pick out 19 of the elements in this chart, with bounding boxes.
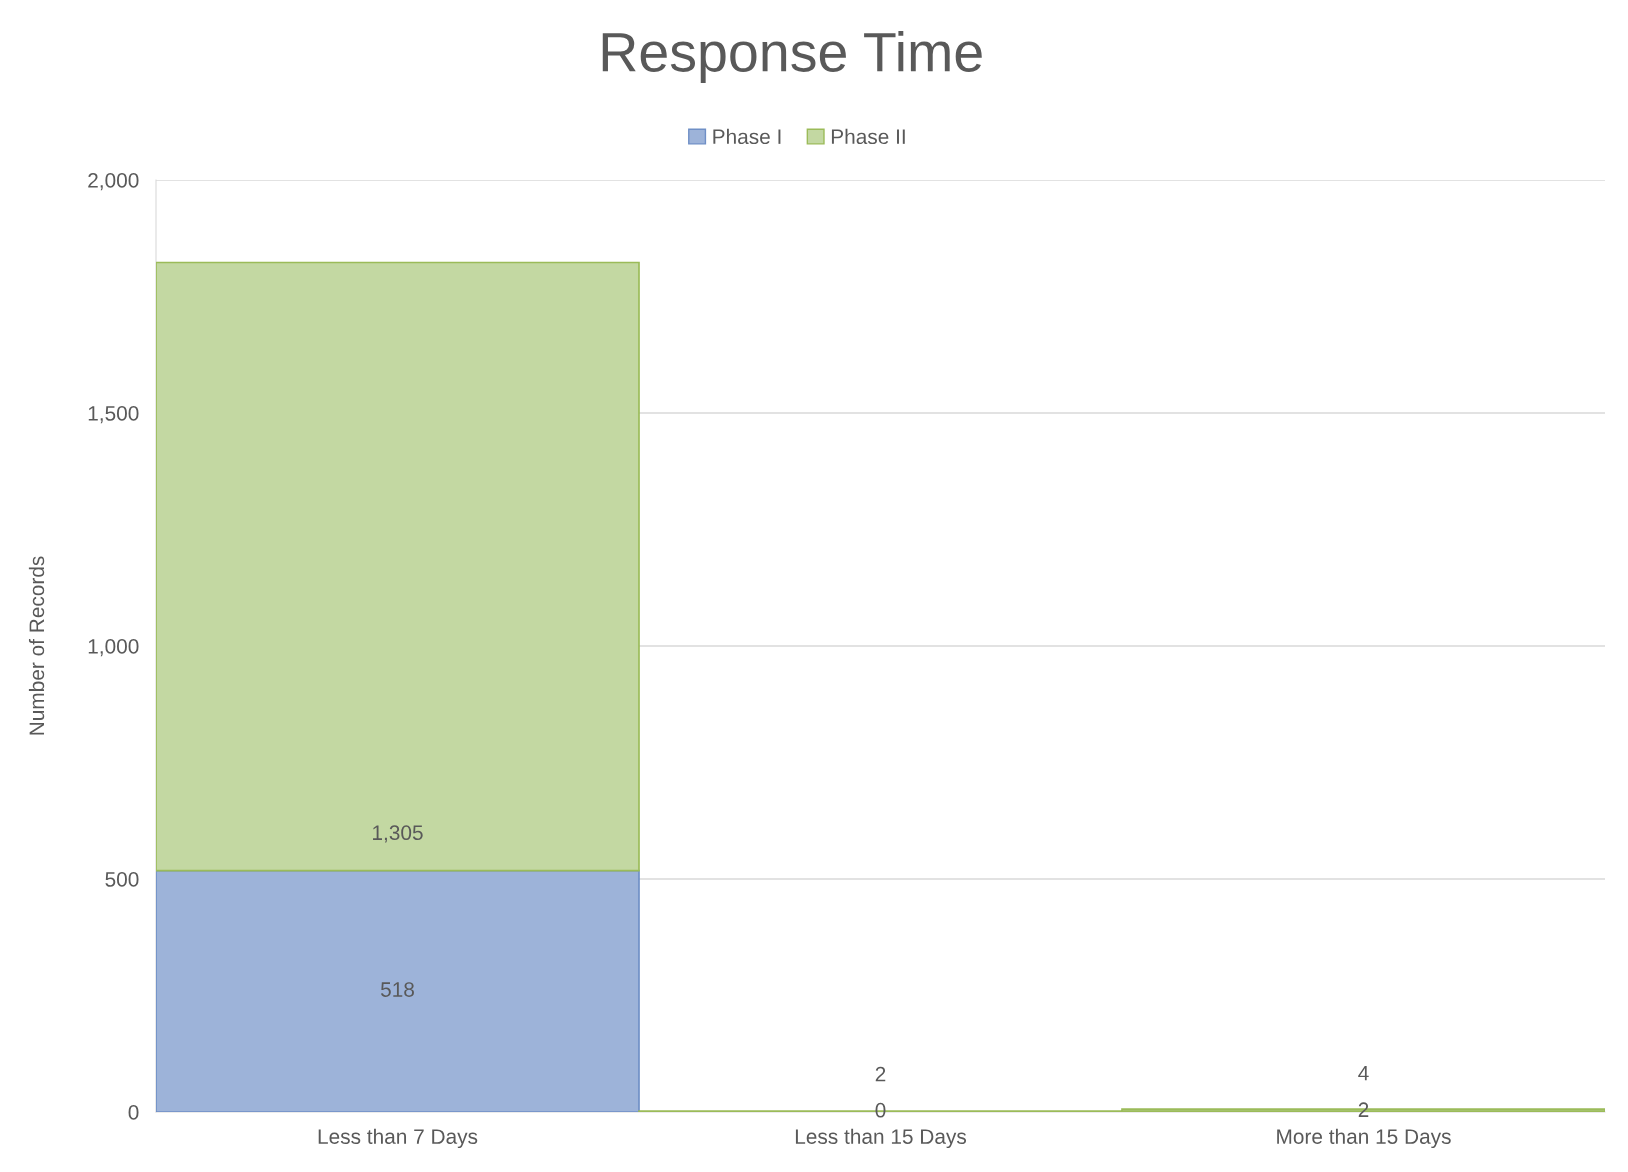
y-tick-label: 1,500 [88,406,139,424]
bar [156,261,640,872]
y-tick-label: 0 [128,1105,139,1120]
data-label: 2 [1358,1102,1369,1117]
y-axis-title: Number of Records [28,556,45,735]
data-label: 2 [875,1066,886,1082]
data-label: 4 [1358,1066,1369,1081]
bar [156,869,640,1112]
y-tick-label: 2,000 [88,173,139,191]
chart-title: Response Time [602,31,982,83]
x-tick-label: Less than 7 Days [318,1128,478,1149]
data-label: 1,305 [373,825,423,843]
legend-label: Phase II [831,128,905,145]
legend-label: Phase I [713,128,781,145]
x-tick-label: Less than 15 Days [795,1128,967,1149]
x-tick-label: More than 15 Days [1277,1128,1451,1149]
y-tick-label: 500 [105,872,139,887]
data-label: 518 [380,982,414,997]
y-tick-label: 1,000 [88,639,139,657]
